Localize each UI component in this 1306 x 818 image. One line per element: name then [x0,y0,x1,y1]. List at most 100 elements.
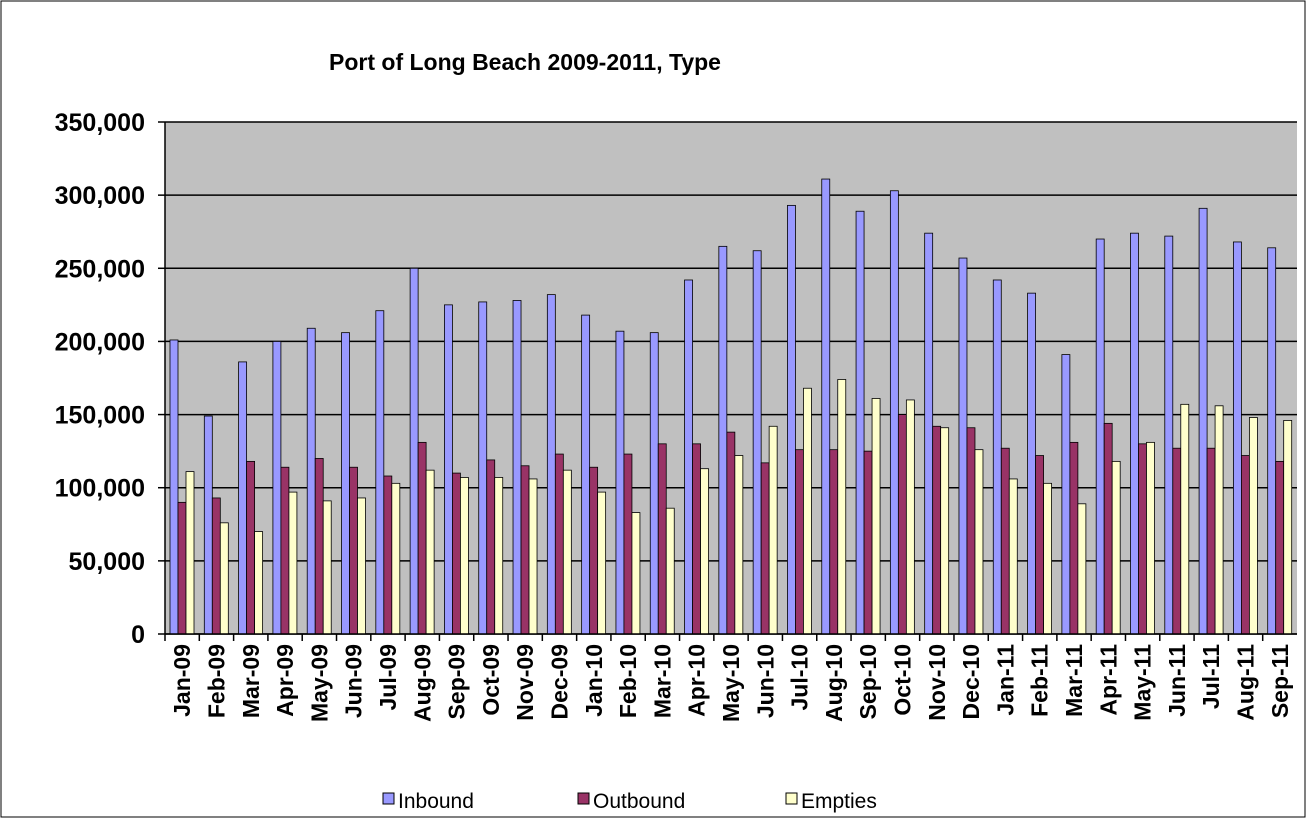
x-tick-label: Jan-09 [169,644,195,717]
x-tick-label: Aug-09 [409,644,435,722]
bar [1180,403,1190,635]
bar [185,471,195,635]
bar [409,267,419,635]
y-tick-label: 250,000 [55,255,145,283]
bar [932,425,942,635]
chart-title: Port of Long Beach 2009-2011, Type [329,49,721,75]
bar [494,477,504,635]
bar [905,399,915,635]
bar [1103,422,1113,635]
bar [631,512,641,635]
bar [649,332,659,635]
bar [272,341,282,635]
bar [546,294,556,635]
bar [718,245,728,635]
bar [1095,238,1105,635]
bar [1008,478,1018,635]
x-tick-label: Mar-10 [649,644,675,718]
bar [460,477,469,635]
bar [940,427,950,635]
bar [425,469,435,635]
bar [974,449,984,635]
x-tick-label: Apr-10 [684,644,710,717]
x-tick-label: Sep-11 [1267,644,1293,718]
bar [1275,460,1285,635]
bar [1232,241,1242,635]
bar [897,414,907,635]
bar [768,425,778,635]
bar [417,441,427,635]
x-tick-label: May-10 [718,644,744,722]
y-tick-label: 50,000 [69,548,145,576]
x-tick-label: Jul-09 [375,644,401,710]
bar [837,379,847,635]
bar [1283,420,1293,635]
legend-swatch [785,792,798,805]
bar [1000,447,1010,635]
bar [357,497,366,635]
y-tick-label: 150,000 [55,402,145,430]
bar [1027,292,1036,635]
y-tick-label: 0 [131,621,145,649]
x-tick-label: Oct-10 [890,644,916,716]
bar [520,465,530,635]
bar [306,327,316,635]
bar [478,301,488,635]
bar [341,332,350,635]
bar [1198,207,1208,635]
bar [314,458,324,635]
x-tick-label: Nov-10 [924,644,950,721]
bar [1146,441,1155,635]
x-tick-label: Dec-09 [546,644,572,719]
y-tick-label: 200,000 [55,328,145,356]
bar [280,466,290,635]
bar [615,330,625,635]
x-tick-label: May-09 [306,644,332,722]
bar [1061,354,1071,635]
bar [966,427,976,635]
bar [1206,447,1216,635]
y-tick-label: 300,000 [55,182,145,210]
bar [554,453,564,635]
bar [1043,482,1052,635]
bar [391,482,401,635]
bar [254,531,264,635]
bar [383,475,393,635]
x-tick-label: Feb-09 [203,644,229,718]
bar [1214,405,1224,635]
bar [863,450,873,635]
bar [444,304,453,635]
x-tick-label: Mar-09 [238,644,264,718]
bar [752,250,762,635]
bar [958,257,968,635]
x-tick-label: Jul-10 [787,644,813,710]
x-tick-label: Aug-11 [1233,644,1259,721]
bar [562,469,572,635]
x-tick-label: Oct-09 [478,644,504,716]
bar [177,501,187,635]
bar [1111,460,1121,635]
x-tick-label: Jan-10 [581,644,607,717]
bar [803,387,812,635]
x-tick-label: Aug-10 [821,644,847,722]
bar [203,415,213,635]
bar [924,232,934,635]
bar [1077,503,1087,635]
bar [1267,247,1277,635]
x-tick-label: May-11 [1130,644,1156,721]
bar [219,522,229,635]
bar [1138,443,1147,635]
x-tick-label: Nov-09 [512,644,538,721]
y-tick-label: 100,000 [55,475,145,503]
bar [589,466,599,635]
x-tick-label: Apr-11 [1095,644,1121,716]
bar [452,472,461,635]
bar [288,491,298,635]
x-tick-label: Apr-09 [272,644,298,717]
bar [1164,235,1174,635]
bar [795,449,804,635]
bar [1069,441,1079,635]
x-tick-label: Jun-11 [1164,644,1190,717]
